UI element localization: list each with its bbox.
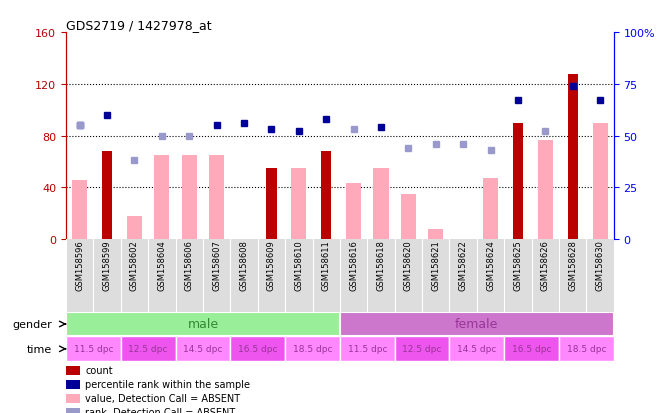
Bar	[374, 169, 389, 240]
Bar	[340, 337, 395, 361]
Bar	[127, 216, 142, 240]
Bar	[285, 337, 340, 361]
Text: gender: gender	[13, 319, 52, 329]
Bar	[209, 156, 224, 240]
Text: 18.5 dpc: 18.5 dpc	[293, 344, 332, 354]
Bar	[483, 179, 498, 240]
Bar	[321, 152, 331, 240]
Text: rank, Detection Call = ABSENT: rank, Detection Call = ABSENT	[85, 407, 236, 413]
Bar	[568, 74, 578, 240]
Text: count: count	[85, 366, 113, 375]
Text: female: female	[455, 318, 498, 331]
Bar	[182, 156, 197, 240]
Text: 11.5 dpc: 11.5 dpc	[74, 344, 113, 354]
Text: 11.5 dpc: 11.5 dpc	[348, 344, 387, 354]
Bar	[401, 195, 416, 240]
Bar	[538, 140, 553, 240]
Bar	[449, 337, 504, 361]
Text: male: male	[187, 318, 218, 331]
Bar	[504, 337, 559, 361]
Bar	[593, 123, 608, 240]
Bar	[176, 337, 230, 361]
Bar	[66, 366, 80, 375]
Bar	[66, 337, 121, 361]
Bar	[66, 394, 80, 403]
Text: time: time	[27, 344, 52, 354]
Text: percentile rank within the sample: percentile rank within the sample	[85, 379, 250, 389]
Bar	[428, 229, 444, 240]
Bar	[66, 408, 80, 413]
Text: value, Detection Call = ABSENT: value, Detection Call = ABSENT	[85, 393, 240, 403]
Text: 18.5 dpc: 18.5 dpc	[567, 344, 606, 354]
Bar	[102, 152, 112, 240]
Text: 14.5 dpc: 14.5 dpc	[457, 344, 496, 354]
Bar	[154, 156, 170, 240]
Bar	[66, 380, 80, 389]
Text: 14.5 dpc: 14.5 dpc	[183, 344, 222, 354]
Bar	[72, 180, 87, 240]
Bar	[121, 337, 176, 361]
Bar	[346, 184, 361, 240]
Text: 16.5 dpc: 16.5 dpc	[238, 344, 277, 354]
Text: GDS2719 / 1427978_at: GDS2719 / 1427978_at	[66, 19, 212, 32]
Bar	[513, 123, 523, 240]
Bar	[559, 337, 614, 361]
Text: 12.5 dpc: 12.5 dpc	[403, 344, 442, 354]
Bar	[230, 337, 285, 361]
Bar	[291, 169, 306, 240]
Bar	[266, 169, 277, 240]
Bar	[66, 312, 340, 337]
Text: 16.5 dpc: 16.5 dpc	[512, 344, 551, 354]
Bar	[395, 337, 449, 361]
Text: 12.5 dpc: 12.5 dpc	[129, 344, 168, 354]
Bar	[340, 312, 614, 337]
